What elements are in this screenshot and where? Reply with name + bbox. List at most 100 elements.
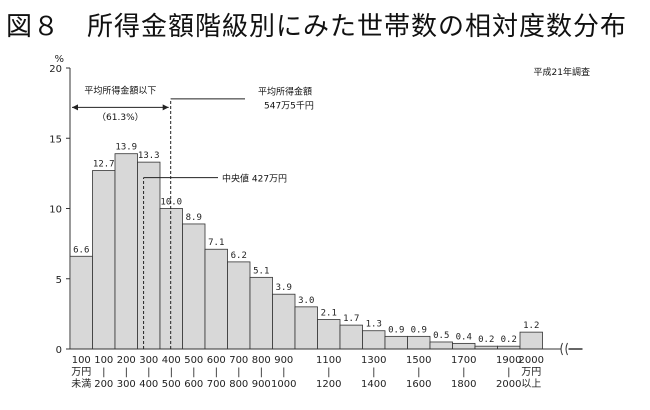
bar-value-label: 10.0 (160, 198, 182, 208)
histogram-bar (182, 223, 206, 350)
x-tick-label: 400 (162, 355, 181, 366)
bar-value-label: 6.2 (231, 251, 247, 261)
x-tick-label: | (102, 367, 105, 378)
median-annotation: 中央値 427万円 (222, 173, 287, 185)
histogram-bar (69, 255, 93, 350)
y-tick-label: 5 (56, 275, 62, 286)
x-tick-label: 万円 (71, 367, 91, 378)
bar-value-label: 0.2 (501, 335, 517, 345)
below-mean-annotation-line2: （61.3%） (97, 112, 144, 123)
x-tick-label: | (192, 367, 195, 378)
x-tick-label: | (282, 367, 285, 378)
histogram-bar (407, 335, 431, 350)
y-tick-label: 15 (49, 134, 62, 145)
x-tick-label: | (260, 367, 263, 378)
x-tick-label: 900 (274, 355, 293, 366)
chart-title: 図８ 所得金額階級別にみた世帯数の相対度数分布 (6, 12, 628, 42)
x-tick-label: 800 (229, 379, 248, 390)
x-tick-label: 1000 (271, 379, 296, 390)
y-tick-label: 20 (49, 64, 62, 75)
bar-value-label: 0.5 (433, 331, 449, 341)
x-tick-label: | (372, 367, 375, 378)
bar-value-label: 0.4 (456, 332, 472, 342)
x-tick-label: | (147, 367, 150, 378)
x-tick-label: 1200 (316, 379, 341, 390)
x-tick-label: 800 (252, 355, 271, 366)
x-tick-label: | (417, 367, 420, 378)
x-tick-label: | (462, 367, 465, 378)
x-tick-label: 万円 (521, 367, 541, 378)
x-tick-label: 900 (252, 379, 271, 390)
x-tick-label: 300 (117, 379, 136, 390)
y-tick-label: 10 (49, 205, 62, 216)
x-tick-label: 200 (94, 379, 113, 390)
bar-value-label: 13.3 (138, 151, 160, 161)
histogram-bar (362, 330, 386, 350)
x-tick-label: 100 (94, 355, 113, 366)
survey-note: 平成21年調査 (534, 66, 590, 78)
x-tick-label: 600 (184, 379, 203, 390)
x-tick-label: | (125, 367, 128, 378)
x-tick-label: 1500 (406, 355, 431, 366)
bar-value-label: 0.2 (478, 335, 494, 345)
bar-value-label: 13.9 (115, 143, 137, 153)
x-tick-label: 1900 (496, 355, 521, 366)
histogram-bar (159, 208, 183, 350)
x-tick-label: 1100 (316, 355, 341, 366)
x-tick-label: 500 (162, 379, 181, 390)
histogram-bar (137, 161, 161, 350)
x-tick-label: | (237, 367, 240, 378)
histogram-bar (227, 261, 251, 350)
x-tick-label: | (170, 367, 173, 378)
mean-annotation-line1: 平均所得金額 (258, 86, 312, 98)
bar-value-label: 2.1 (321, 308, 337, 318)
x-tick-label: 1800 (451, 379, 476, 390)
histogram-bar (204, 248, 228, 350)
x-tick-label: 1300 (361, 355, 386, 366)
x-tick-label: 2000 (519, 355, 544, 366)
mean-annotation-line2: 547万5千円 (264, 101, 314, 112)
bar-value-label: 3.9 (276, 283, 292, 293)
axis-break-mark (560, 342, 568, 356)
x-tick-label: 700 (207, 379, 226, 390)
histogram-bar (249, 276, 273, 350)
x-tick-label: 100 (72, 355, 91, 366)
histogram-bar (272, 293, 296, 350)
x-tick-label: 未満 (71, 378, 91, 390)
bar-value-label: 1.7 (343, 314, 359, 324)
x-tick-label: | (507, 367, 510, 378)
bar-value-label: 1.2 (523, 321, 539, 331)
x-tick-label: 1600 (406, 379, 431, 390)
below-mean-arrow-right (162, 104, 169, 111)
bar-value-label: 5.1 (253, 266, 269, 276)
x-tick-label: 1700 (451, 355, 476, 366)
histogram-bar (317, 319, 341, 350)
x-tick-label: 200 (117, 355, 136, 366)
bar-value-label: 3.0 (298, 296, 314, 306)
y-tick-label: 0 (56, 345, 62, 356)
bar-value-label: 6.6 (73, 245, 89, 255)
histogram-bar (92, 170, 116, 350)
x-tick-label: 400 (139, 379, 158, 390)
below-mean-arrow-left (72, 104, 78, 111)
histogram-bar (339, 324, 363, 350)
bar-value-label: 0.9 (388, 325, 404, 335)
x-tick-label: 2000 (496, 379, 521, 390)
bar-value-label: 7.1 (208, 238, 224, 248)
x-tick-label: 300 (139, 355, 158, 366)
x-tick-label: 600 (207, 355, 226, 366)
x-tick-label: | (327, 367, 330, 378)
bar-value-label: 1.3 (366, 320, 382, 330)
histogram-bar (452, 342, 476, 350)
below-mean-annotation-line1: 平均所得金額以下 (84, 84, 156, 96)
histogram-bar (384, 335, 408, 350)
x-tick-label: | (215, 367, 218, 378)
bar-value-label: 8.9 (186, 213, 202, 223)
histogram-bar (519, 331, 543, 350)
y-axis-unit: % (54, 54, 64, 65)
x-tick-label: 500 (184, 355, 203, 366)
x-tick-label: 以上 (521, 378, 541, 390)
bar-value-label: 0.9 (411, 325, 427, 335)
histogram-bar (114, 153, 138, 350)
